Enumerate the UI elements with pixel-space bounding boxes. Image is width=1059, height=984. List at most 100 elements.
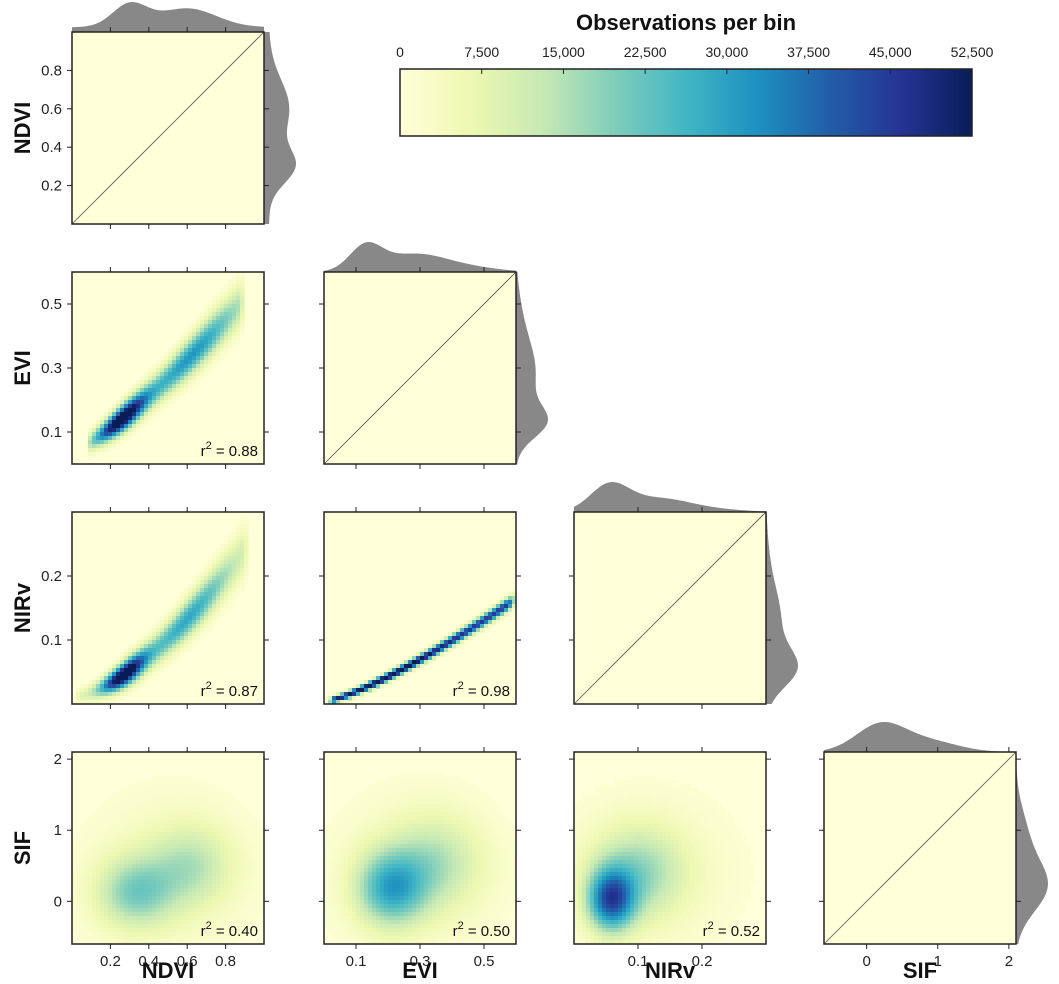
heatmap-cell (120, 680, 125, 685)
heatmap-cell (172, 372, 177, 377)
heatmap-cell (476, 940, 481, 945)
heatmap-cell (196, 380, 201, 385)
heatmap-cell (484, 860, 489, 865)
heatmap-cell (88, 924, 93, 929)
heatmap-cell (112, 932, 117, 937)
heatmap-cell (136, 416, 141, 421)
heatmap-cell (228, 872, 233, 877)
heatmap-cell (448, 876, 453, 881)
heatmap-cell (416, 776, 421, 781)
heatmap-cell (440, 876, 445, 881)
heatmap-cell (336, 848, 341, 853)
heatmap-cell (128, 800, 133, 805)
heatmap-cell (404, 916, 409, 921)
heatmap-cell (420, 840, 425, 845)
heatmap-cell (504, 816, 509, 821)
heatmap-cell (100, 700, 105, 705)
heatmap-cell (164, 356, 169, 361)
heatmap-cell (176, 852, 181, 857)
heatmap-cell (340, 692, 345, 697)
heatmap-cell (112, 440, 117, 445)
heatmap-cell (400, 884, 405, 889)
heatmap-cell (140, 788, 145, 793)
heatmap-cell (184, 340, 189, 345)
heatmap-cell (444, 644, 449, 649)
heatmap-cell (228, 296, 233, 301)
heatmap-cell (188, 388, 193, 393)
heatmap-cell (436, 936, 441, 941)
heatmap-cell (416, 864, 421, 869)
heatmap-cell (392, 804, 397, 809)
heatmap-cell (476, 624, 481, 629)
heatmap-cell (384, 832, 389, 837)
heatmap-cell (112, 836, 117, 841)
heatmap-cell (376, 924, 381, 929)
heatmap-cell (376, 932, 381, 937)
heatmap-cell (396, 788, 401, 793)
heatmap-cell (464, 892, 469, 897)
heatmap-cell (500, 912, 505, 917)
heatmap-cell (224, 576, 229, 581)
heatmap-cell (172, 636, 177, 641)
heatmap-cell (228, 844, 233, 849)
r-squared-label: r2 = 0.88 (201, 440, 258, 460)
heatmap-cell (372, 940, 377, 945)
heatmap-cell (192, 888, 197, 893)
heatmap-cell (388, 884, 393, 889)
heatmap-cell (116, 924, 121, 929)
heatmap-cell (372, 820, 377, 825)
diagonal-panel-nirv (573, 482, 798, 705)
heatmap-cell (208, 836, 213, 841)
heatmap-cell (92, 828, 97, 833)
heatmap-cell (492, 872, 497, 877)
heatmap-cell (216, 876, 221, 881)
heatmap-cell (136, 844, 141, 849)
heatmap-cell (188, 928, 193, 933)
heatmap-cell (364, 804, 369, 809)
heatmap-cell (228, 316, 233, 321)
heatmap-cell (460, 824, 465, 829)
heatmap-cell (156, 668, 161, 673)
heatmap-cell (200, 920, 205, 925)
heatmap-cell (156, 856, 161, 861)
heatmap-cell (216, 576, 221, 581)
heatmap-cell (112, 692, 117, 697)
heatmap-cell (416, 880, 421, 885)
heatmap-cell (376, 892, 381, 897)
heatmap-cell (476, 912, 481, 917)
heatmap-cell (440, 784, 445, 789)
heatmap-cell (436, 884, 441, 889)
heatmap-cell (400, 936, 405, 941)
heatmap-cell (444, 864, 449, 869)
heatmap-cell (400, 844, 405, 849)
heatmap-cell (492, 852, 497, 857)
heatmap-cell (452, 852, 457, 857)
heatmap-cell (376, 824, 381, 829)
heatmap-cell (200, 324, 205, 329)
heatmap-cell (140, 796, 145, 801)
heatmap-cell (168, 804, 173, 809)
heatmap-cell (220, 920, 225, 925)
heatmap-cell (352, 688, 357, 693)
heatmap-cell (456, 848, 461, 853)
heatmap-cell (184, 916, 189, 921)
heatmap-cell (244, 928, 249, 933)
heatmap-cell (412, 804, 417, 809)
heatmap-cell (112, 844, 117, 849)
heatmap-cell (208, 884, 213, 889)
heatmap-cell (432, 644, 437, 649)
heatmap-cell (116, 876, 121, 881)
heatmap-cell (364, 788, 369, 793)
heatmap-cell (408, 844, 413, 849)
heatmap-cell (396, 776, 401, 781)
heatmap-cell (440, 820, 445, 825)
heatmap-cell (444, 876, 449, 881)
heatmap-cell (220, 836, 225, 841)
heatmap-cell (168, 392, 173, 397)
heatmap-cell (384, 940, 389, 945)
heatmap-cell (88, 436, 93, 441)
heatmap-cell (228, 824, 233, 829)
heatmap-cell (108, 684, 113, 689)
heatmap-cell (144, 844, 149, 849)
heatmap-cell (500, 828, 505, 833)
